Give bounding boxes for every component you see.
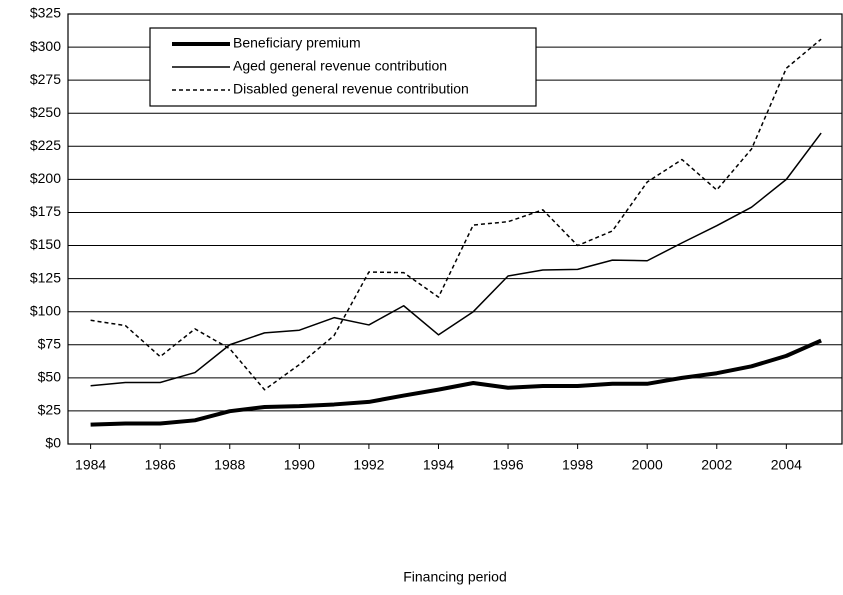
series-line [90,38,822,391]
y-tick-label: $225 [30,137,61,153]
plot-frame [67,13,843,445]
x-axis-label: Financing period [403,569,507,585]
x-tick-label: 1996 [492,457,523,473]
y-tick-label: $100 [30,302,61,318]
y-tick-label: $25 [38,402,62,418]
x-tick-label: 1988 [214,457,245,473]
x-tick-label: 1998 [562,457,593,473]
y-tick-label: $150 [30,236,61,252]
y-tick-label: $300 [30,38,61,54]
x-tick-label: 1984 [75,457,106,473]
x-tick-label: 1986 [145,457,176,473]
legend-label: Beneficiary premium [233,35,361,51]
y-tick-label: $275 [30,71,61,87]
y-tick-label: $250 [30,104,61,120]
x-tick-label: 2004 [771,457,802,473]
x-tick-label: 1992 [353,457,384,473]
legend-label: Disabled general revenue contribution [233,81,469,97]
series-line [90,338,822,427]
x-tick-label: 1994 [423,457,454,473]
y-tick-label: $325 [30,5,61,21]
x-tick-label: 1990 [284,457,315,473]
y-tick-label: $200 [30,170,61,186]
y-tick-label: $125 [30,269,61,285]
y-tick-label: $75 [38,335,62,351]
legend-label: Aged general revenue contribution [233,58,447,74]
y-tick-label: $175 [30,203,61,219]
series-line [90,132,822,387]
y-tick-label: $50 [38,369,62,385]
y-tick-label: $0 [45,435,61,451]
x-tick-label: 2000 [632,457,663,473]
x-tick-label: 2002 [701,457,732,473]
